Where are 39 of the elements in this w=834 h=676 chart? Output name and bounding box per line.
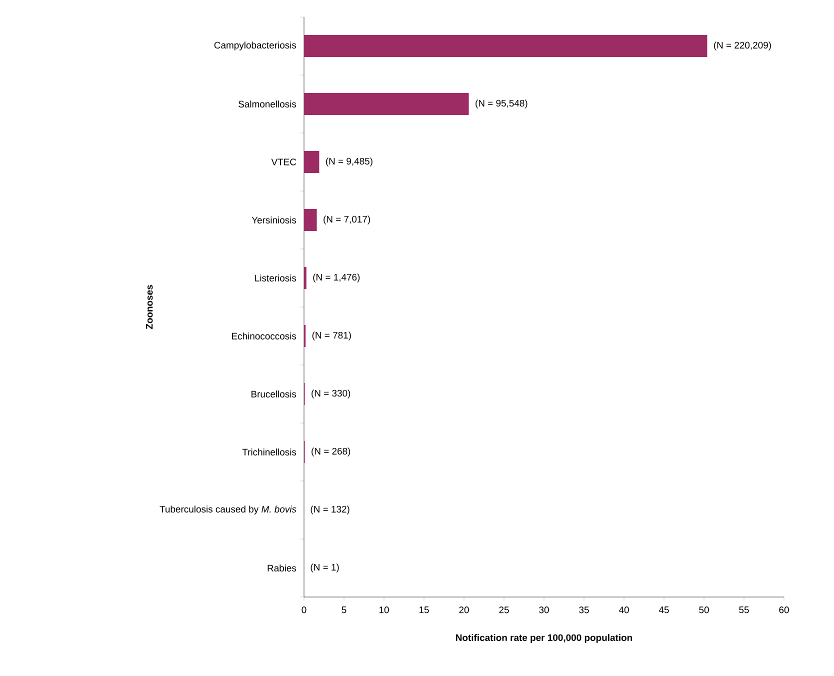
annotation: (N = 132)	[310, 506, 350, 514]
bar	[304, 35, 708, 58]
x-tick-label: 35	[579, 606, 589, 614]
y-tick-label: Salmonellosis	[238, 100, 296, 108]
annotation: (N = 7,017)	[324, 216, 370, 224]
annotation: (N = 330)	[312, 390, 350, 398]
y-axis-title: Zoonoses	[146, 285, 153, 330]
y-tick-label: Campylobacteriosis	[214, 42, 296, 50]
annotation: (N = 220,209)	[714, 42, 771, 50]
y-tick-label: Yersiniosis	[252, 216, 296, 224]
y-tick-label: VTEC	[271, 158, 296, 166]
x-tick-label: 15	[419, 606, 429, 614]
y-tick-label: Trichinellosis	[242, 448, 296, 456]
bar	[304, 151, 320, 174]
annotation: (N = 268)	[312, 448, 350, 456]
y-tick-label: Brucellosis	[252, 390, 296, 398]
x-tick-label: 20	[459, 606, 469, 614]
annotation: (N = 1)	[310, 564, 339, 572]
x-tick-label: 60	[779, 606, 789, 614]
bar	[304, 93, 469, 116]
annotation: (N = 9,485)	[326, 158, 372, 166]
x-tick-label: 0	[302, 606, 306, 614]
annotation: (N = 1,476)	[313, 274, 360, 282]
x-tick-label: 55	[739, 606, 749, 614]
x-tick-label: 5	[342, 606, 346, 614]
annotation: (N = 95,548)	[476, 100, 528, 108]
x-tick-label: 40	[618, 606, 629, 614]
y-tick-label: Listeriosis	[255, 274, 296, 282]
x-tick-label: 25	[499, 606, 509, 614]
x-tick-label: 45	[658, 606, 669, 614]
x-tick-label: 30	[539, 606, 549, 614]
bar	[304, 209, 317, 232]
x-tick-label: 50	[699, 606, 709, 614]
y-tick-label: Tuberculosis caused by M. bovis	[160, 506, 296, 514]
y-tick-label: Rabies	[268, 564, 296, 572]
y-tick-label: Echinococcosis	[232, 332, 296, 340]
x-tick-label: 10	[379, 606, 389, 614]
annotation: (N = 781)	[312, 332, 351, 340]
x-axis-title: Notification rate per 100,000 population	[456, 634, 632, 643]
